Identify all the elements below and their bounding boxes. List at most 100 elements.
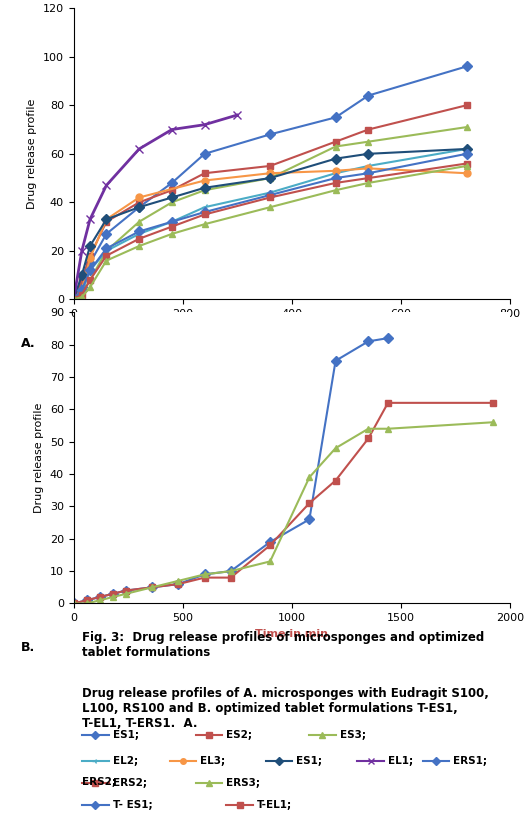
Text: ES2;: ES2; — [226, 730, 252, 740]
T-EL1 — [123, 586, 129, 596]
T-ES1 — [201, 569, 208, 579]
Text: EL2;: EL2; — [113, 756, 138, 766]
ERS3 — [267, 202, 274, 212]
ES3 — [463, 122, 470, 132]
ES3 — [169, 197, 175, 207]
ES1b — [332, 154, 339, 164]
ES2 — [87, 251, 93, 261]
Y-axis label: Drug release profile: Drug release profile — [34, 402, 44, 513]
T-ERS1 — [84, 599, 90, 609]
Line: EL1: EL1 — [69, 110, 241, 303]
Y-axis label: Drug release profile: Drug release profile — [27, 99, 37, 209]
Text: Fig. 3:  Drug release profiles of microsponges and optimized
tablet formulations: Fig. 3: Drug release profiles of microsp… — [83, 631, 484, 659]
ES3 — [103, 246, 109, 256]
ERS2 — [201, 209, 208, 219]
ES1b — [463, 144, 470, 154]
T-ERS1 — [149, 582, 155, 592]
ES3 — [87, 275, 93, 285]
Line: EL3: EL3 — [70, 165, 470, 303]
EL1 — [70, 294, 77, 304]
T-ES1 — [110, 589, 116, 599]
T-EL1 — [201, 573, 208, 582]
ERS3 — [79, 292, 85, 302]
EL2 — [103, 246, 109, 256]
EL2 — [169, 217, 175, 227]
EL2 — [70, 294, 77, 304]
ES1 — [70, 294, 77, 304]
ES2 — [169, 186, 175, 196]
Text: ES1;: ES1; — [296, 756, 322, 766]
EL2 — [332, 169, 339, 178]
ERS1 — [332, 173, 339, 183]
Line: EL2: EL2 — [70, 146, 470, 303]
X-axis label: Time in min: Time in min — [256, 629, 328, 639]
T-ERS1 — [385, 424, 391, 434]
T-ERS1 — [267, 556, 274, 566]
ES1b — [103, 214, 109, 224]
ES2 — [201, 169, 208, 178]
ES1 — [201, 149, 208, 159]
ERS2 — [70, 294, 77, 304]
Line: ES2: ES2 — [70, 101, 470, 303]
ES1 — [79, 282, 85, 292]
T-ERS1 — [123, 589, 129, 599]
ERS3 — [332, 186, 339, 196]
Line: ERS2: ERS2 — [70, 160, 470, 303]
T-ERS1 — [70, 599, 77, 609]
ERS3 — [463, 161, 470, 171]
T-ES1 — [306, 515, 312, 524]
T-ES1 — [84, 596, 90, 605]
ES1b — [365, 149, 371, 159]
Text: ERS2;: ERS2; — [83, 777, 116, 787]
Line: ES1b: ES1b — [70, 146, 470, 303]
T-ERS1 — [365, 424, 371, 434]
ES1 — [267, 129, 274, 139]
T-ES1 — [175, 579, 181, 589]
T-EL1 — [385, 398, 391, 407]
ERS2 — [332, 178, 339, 188]
Text: B.: B. — [21, 641, 35, 654]
T-EL1 — [70, 599, 77, 609]
Line: T-EL1: T-EL1 — [70, 399, 496, 607]
ERS2 — [87, 275, 93, 285]
EL3 — [79, 285, 85, 294]
ERS1 — [70, 294, 77, 304]
ERS1 — [87, 265, 93, 275]
EL2 — [79, 287, 85, 297]
Text: EL1;: EL1; — [388, 756, 413, 766]
ERS1 — [169, 217, 175, 227]
ERS1 — [136, 227, 142, 236]
ES1b — [87, 241, 93, 251]
ES1 — [365, 91, 371, 101]
T-ERS1 — [175, 576, 181, 586]
ERS2 — [365, 173, 371, 183]
EL3 — [103, 214, 109, 224]
EL2 — [87, 265, 93, 275]
T-ERS1 — [332, 443, 339, 453]
T-ERS1 — [110, 592, 116, 602]
Line: ES3: ES3 — [70, 124, 470, 303]
EL1 — [234, 110, 240, 120]
ES3 — [332, 142, 339, 151]
ERS1 — [103, 244, 109, 254]
X-axis label: Time in min: Time in min — [256, 325, 328, 335]
ES1b — [201, 183, 208, 193]
T-ES1 — [332, 356, 339, 366]
ERS1 — [201, 207, 208, 217]
EL3 — [332, 166, 339, 176]
Line: T-ES1: T-ES1 — [70, 335, 391, 607]
Text: ERS2;: ERS2; — [113, 778, 147, 788]
Text: ERS3;: ERS3; — [226, 778, 260, 788]
T-EL1 — [97, 592, 103, 602]
ES1 — [136, 202, 142, 212]
ERS1 — [79, 285, 85, 294]
ERS3 — [201, 219, 208, 229]
EL3 — [365, 164, 371, 173]
T-ES1 — [97, 592, 103, 602]
T-EL1 — [306, 498, 312, 508]
T-EL1 — [332, 475, 339, 485]
T-EL1 — [175, 579, 181, 589]
T-ES1 — [149, 582, 155, 592]
ES2 — [463, 101, 470, 110]
T-EL1 — [84, 596, 90, 605]
